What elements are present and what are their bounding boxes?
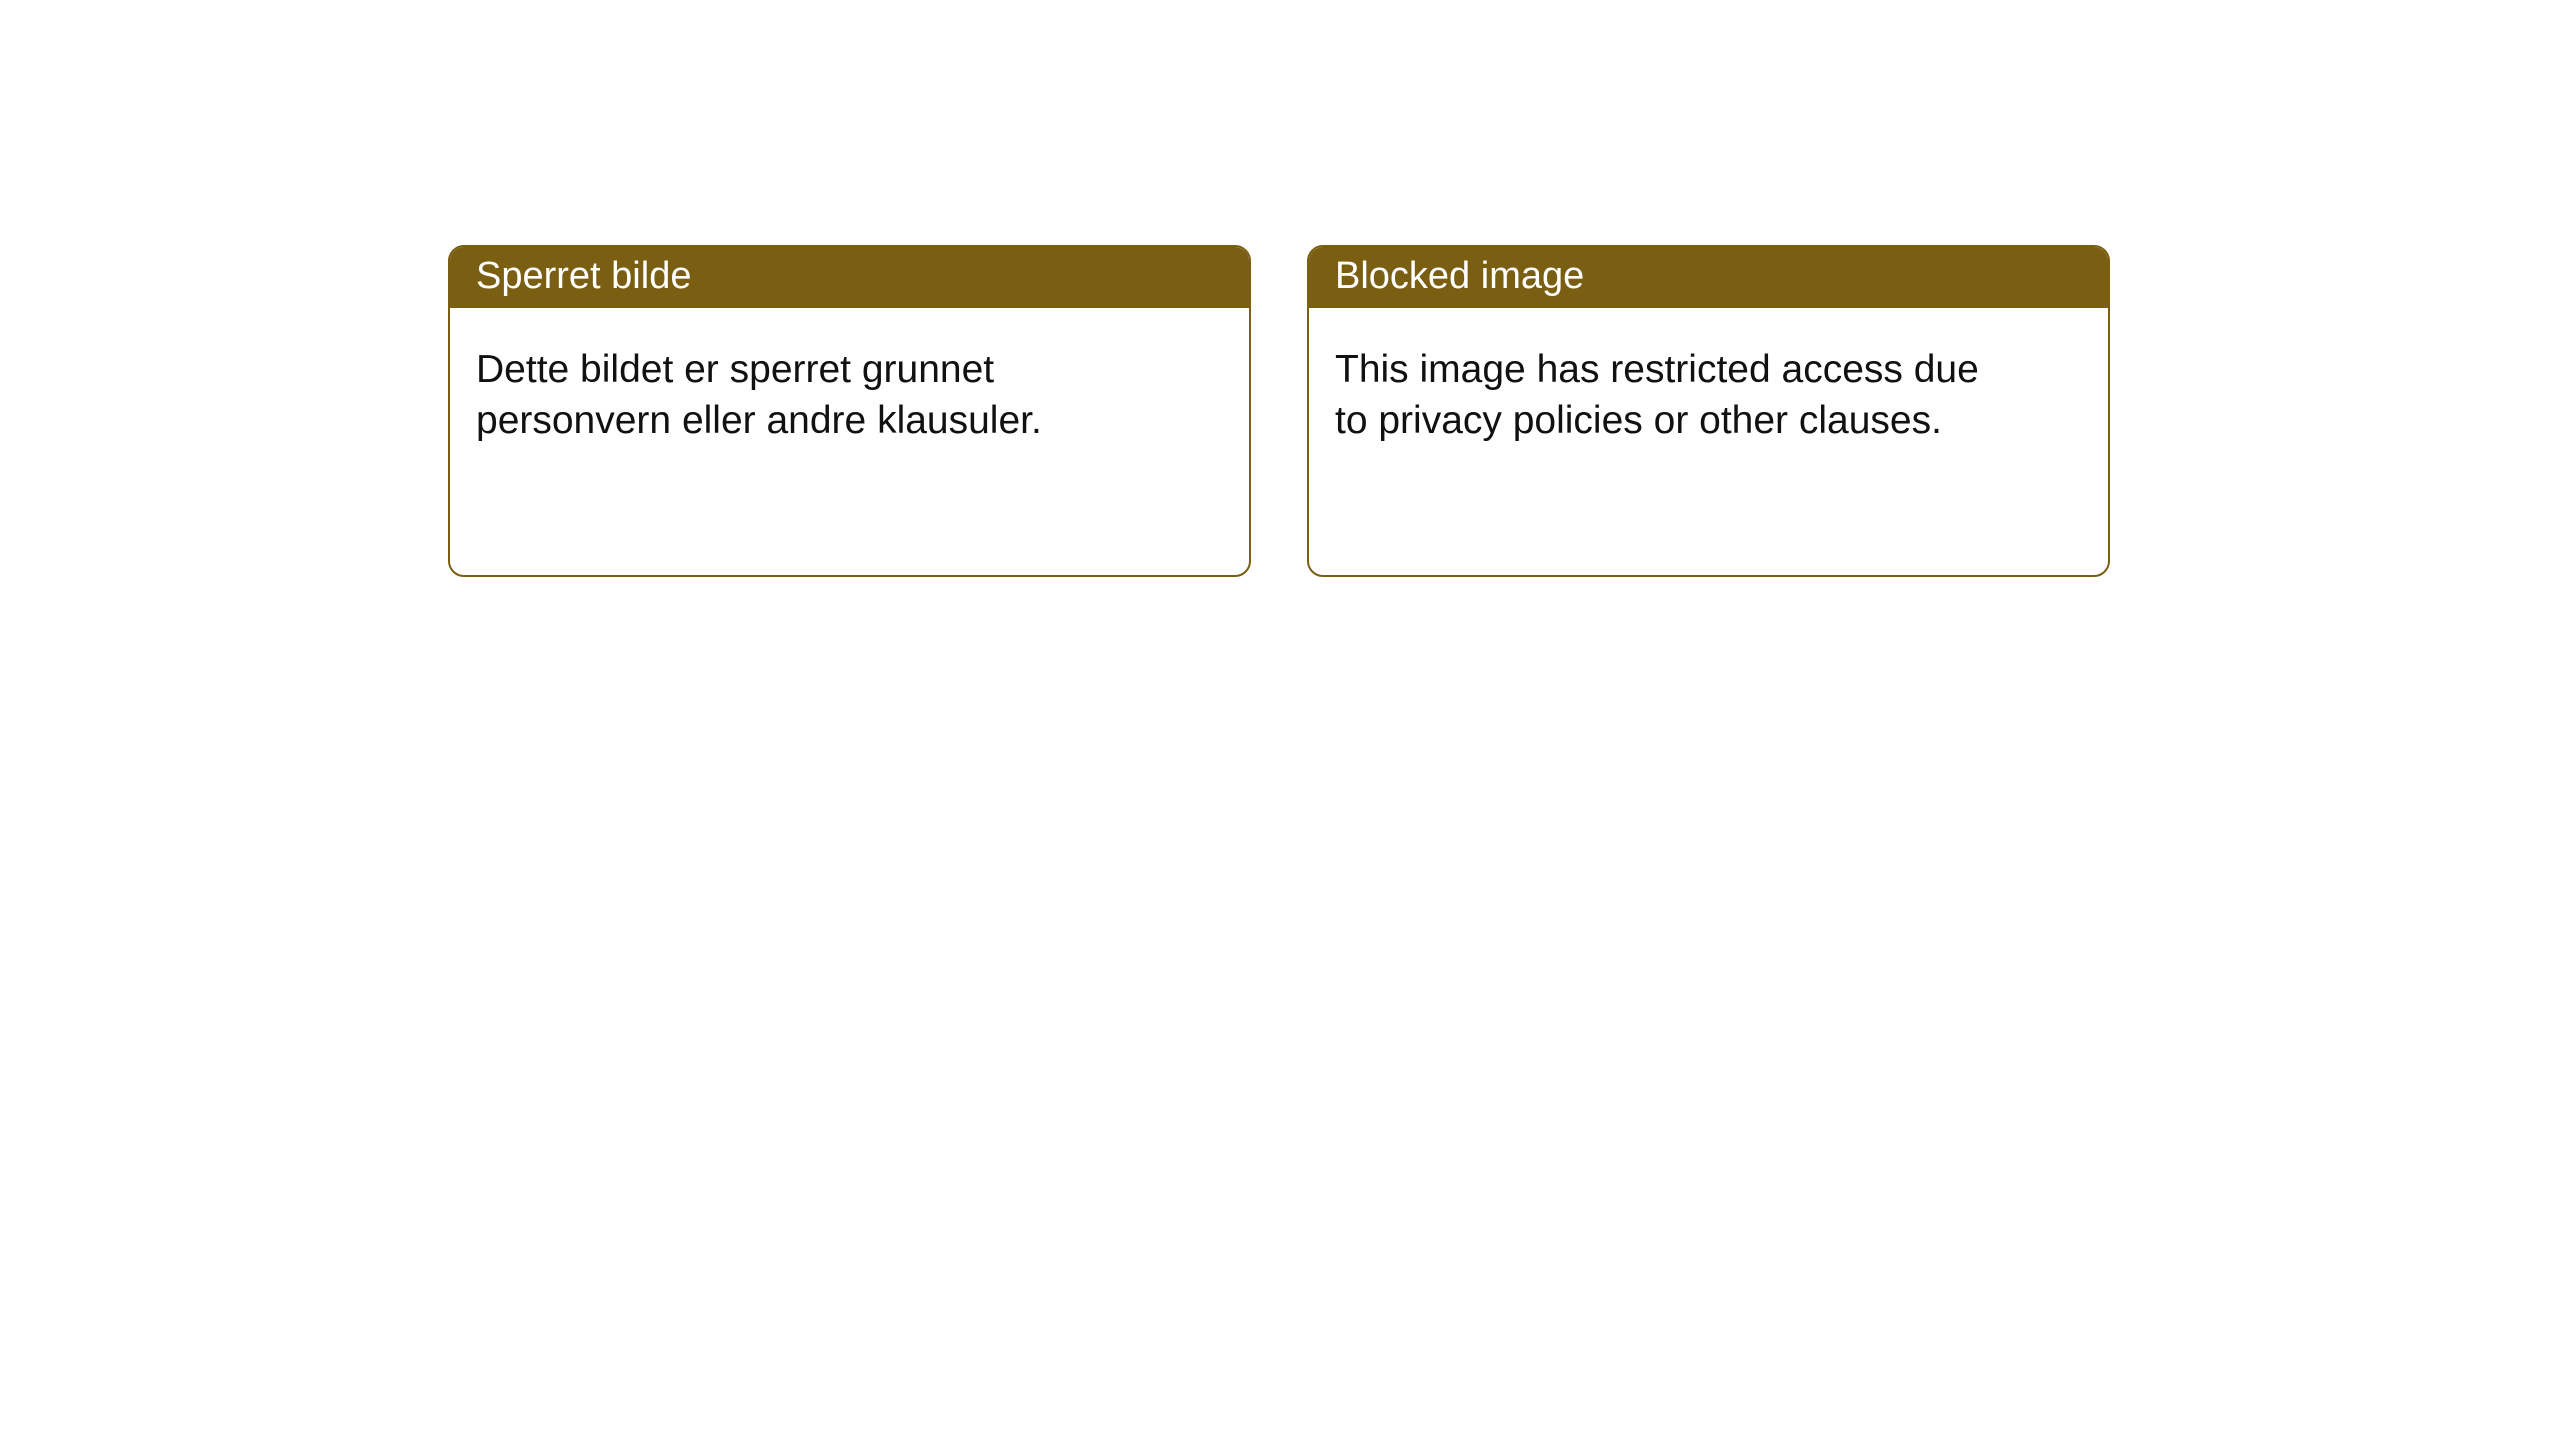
card-body: Dette bildet er sperret grunnet personve…: [450, 308, 1170, 483]
notice-cards-container: Sperret bilde Dette bildet er sperret gr…: [448, 245, 2110, 577]
card-body: This image has restricted access due to …: [1309, 308, 2029, 483]
blocked-image-card-no: Sperret bilde Dette bildet er sperret gr…: [448, 245, 1251, 577]
blocked-image-card-en: Blocked image This image has restricted …: [1307, 245, 2110, 577]
card-title: Sperret bilde: [450, 247, 1249, 308]
card-title: Blocked image: [1309, 247, 2108, 308]
